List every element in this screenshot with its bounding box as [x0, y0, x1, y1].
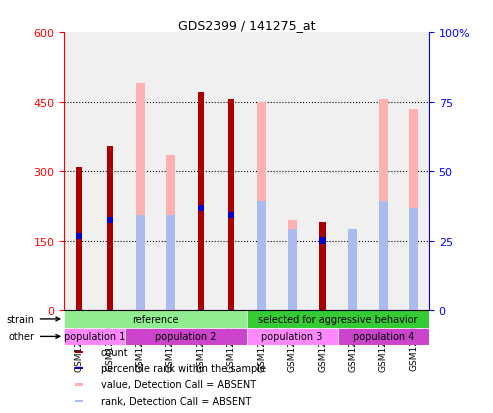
Bar	[75, 399, 83, 401]
Bar	[64, 311, 246, 328]
Text: population 4: population 4	[352, 332, 414, 342]
Bar	[409, 209, 418, 311]
Bar	[379, 100, 388, 311]
Bar	[246, 311, 429, 328]
Bar	[136, 84, 144, 311]
Text: population 3: population 3	[261, 332, 323, 342]
Bar	[166, 216, 175, 311]
Bar	[75, 368, 83, 370]
Bar	[198, 206, 204, 212]
Text: population 1: population 1	[64, 332, 125, 342]
Bar	[76, 233, 82, 240]
Bar	[75, 351, 83, 354]
Text: percentile rank within the sample: percentile rank within the sample	[101, 363, 266, 373]
Bar	[106, 217, 113, 223]
Bar	[379, 202, 388, 311]
Bar	[76, 167, 82, 311]
Bar	[125, 328, 246, 345]
Text: rank, Detection Call = ABSENT: rank, Detection Call = ABSENT	[101, 396, 251, 406]
Bar	[75, 384, 83, 386]
Bar	[349, 230, 357, 311]
Bar	[257, 102, 266, 311]
Bar	[228, 100, 234, 311]
Bar	[338, 328, 429, 345]
Bar	[198, 93, 204, 311]
Bar	[228, 212, 234, 219]
Bar	[257, 202, 266, 311]
Text: population 2: population 2	[155, 332, 216, 342]
Text: selected for aggressive behavior: selected for aggressive behavior	[258, 314, 418, 324]
Bar	[246, 328, 338, 345]
Bar	[287, 220, 297, 311]
Bar	[64, 328, 125, 345]
Bar	[319, 238, 325, 244]
Text: value, Detection Call = ABSENT: value, Detection Call = ABSENT	[101, 380, 256, 389]
Text: reference: reference	[132, 314, 178, 324]
Bar	[409, 109, 418, 311]
Bar	[106, 146, 113, 311]
Text: count: count	[101, 347, 128, 357]
Bar	[287, 230, 297, 311]
Bar	[319, 223, 325, 311]
Bar	[136, 216, 144, 311]
Text: other: other	[9, 332, 60, 342]
Text: strain: strain	[7, 314, 60, 324]
Bar	[166, 156, 175, 311]
Bar	[349, 230, 357, 311]
Title: GDS2399 / 141275_at: GDS2399 / 141275_at	[178, 19, 315, 32]
